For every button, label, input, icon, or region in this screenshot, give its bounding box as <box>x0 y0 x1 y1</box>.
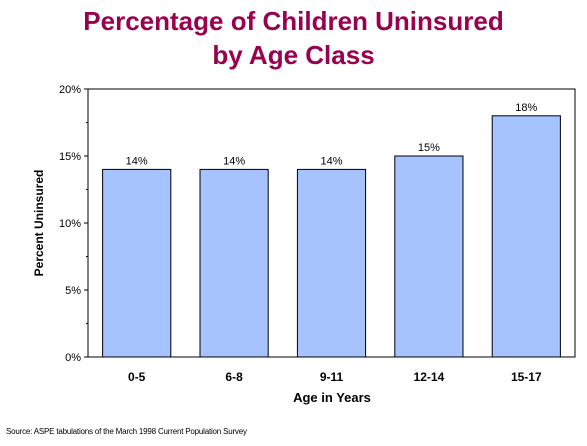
x-tick-label: 0-5 <box>128 370 146 384</box>
y-axis: 0% 5% 10% 15% 20% <box>59 84 88 364</box>
source-note: Source: ASPE tabulations of the March 19… <box>6 427 247 436</box>
chart-title: Percentage of Children Uninsured by Age … <box>0 4 587 72</box>
x-tick-label: 15-17 <box>511 370 542 384</box>
x-tick-label: 12-14 <box>414 370 445 384</box>
x-tick-label: 9-11 <box>320 370 344 384</box>
bar-6-8 <box>199 168 269 358</box>
bar-12-14 <box>394 155 464 358</box>
x-axis-label: Age in Years <box>293 390 371 405</box>
bar-0-5 <box>102 168 172 358</box>
y-tick-label: 5% <box>65 285 81 297</box>
data-label: 14% <box>223 155 245 167</box>
chart-title-line-2: by Age Class <box>212 40 375 70</box>
bar-15-17 <box>491 115 561 358</box>
chart-title-line-1: Percentage of Children Uninsured <box>83 6 504 36</box>
x-axis: 0-5 6-8 9-11 12-14 15-17 <box>128 370 542 384</box>
y-tick-label: 0% <box>65 352 81 364</box>
bars: 14% 14% 14% 15% 18% <box>102 102 561 358</box>
y-tick-label: 20% <box>59 84 81 96</box>
bar-9-11 <box>296 168 367 358</box>
y-tick-label: 10% <box>59 218 81 230</box>
y-axis-label: Percent Uninsured <box>32 170 46 277</box>
x-tick-label: 6-8 <box>225 370 243 384</box>
data-label: 15% <box>418 142 440 154</box>
y-tick-label: 15% <box>59 151 81 163</box>
data-label: 18% <box>515 102 537 114</box>
data-label: 14% <box>126 155 148 167</box>
data-label: 14% <box>320 155 342 167</box>
